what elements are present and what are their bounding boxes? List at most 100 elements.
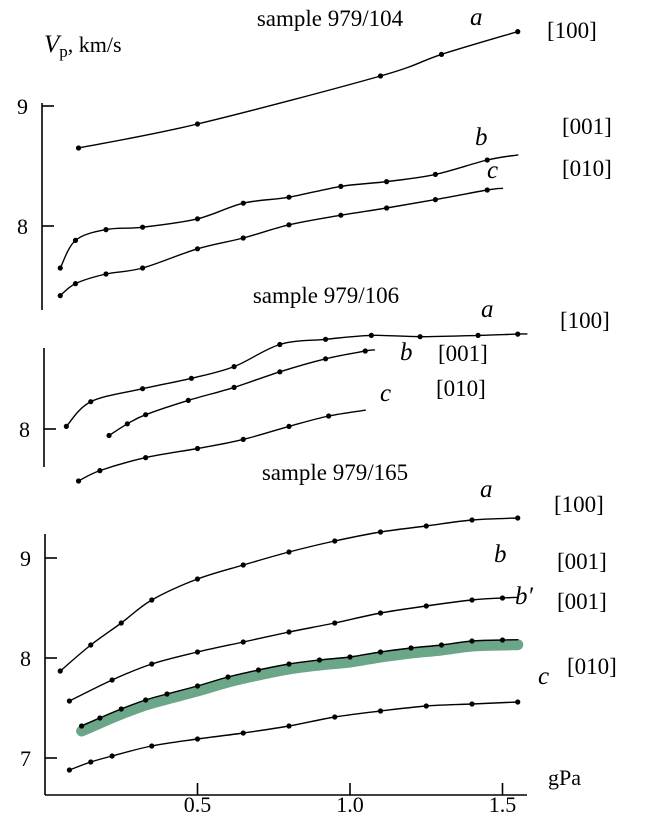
series-2-1: a [100] — [63, 296, 610, 429]
data-point — [286, 629, 292, 635]
series-2-2: b [001] — [106, 339, 488, 439]
data-point — [240, 436, 246, 442]
data-point — [57, 265, 63, 271]
y-tick-label: 9 — [17, 94, 28, 119]
data-point — [109, 677, 115, 683]
data-point — [499, 637, 506, 643]
crystal-direction-label: [001] — [557, 589, 607, 614]
data-point — [362, 348, 368, 354]
data-point — [240, 639, 246, 645]
data-point — [423, 603, 429, 609]
data-point — [255, 667, 262, 673]
data-point — [484, 157, 490, 163]
y-tick-label: 8 — [19, 417, 30, 442]
y-axis-label-symbol: V — [44, 31, 62, 58]
series-name-label: a — [470, 4, 483, 31]
data-point — [97, 468, 103, 474]
data-point — [286, 423, 292, 429]
x-axis-label: gPa — [548, 765, 581, 790]
series-3-4: c [010] — [66, 654, 617, 773]
data-point — [286, 723, 292, 729]
crystal-direction-label: [001] — [557, 549, 607, 574]
data-point — [377, 649, 384, 655]
y-axis-label-unit: , km/s — [68, 32, 122, 57]
data-point — [103, 227, 109, 233]
series-name-label: b — [494, 541, 507, 568]
data-point — [347, 654, 353, 660]
data-point — [323, 356, 329, 362]
data-point — [109, 753, 115, 759]
data-point — [143, 697, 149, 703]
series-line — [77, 409, 366, 482]
data-point — [423, 523, 429, 529]
data-point — [97, 715, 103, 721]
data-point — [194, 683, 201, 689]
panel-1: sample 979/104 Vp, km/s 8 9 a [100] b [001] c [01… — [17, 4, 612, 310]
y-tick-label: 7 — [20, 746, 31, 771]
series-3-3: b′ [001] — [76, 583, 607, 737]
series-name-label: b′ — [515, 583, 534, 610]
data-point — [63, 423, 69, 429]
data-point — [88, 759, 94, 765]
data-point — [499, 595, 506, 601]
data-point — [240, 235, 246, 241]
series-name-label: c — [538, 663, 549, 690]
x-tick-label: 1.0 — [336, 792, 364, 817]
data-point — [231, 384, 237, 390]
data-point — [194, 246, 201, 252]
data-point — [75, 478, 82, 484]
panel-title: sample 979/165 — [262, 460, 408, 485]
data-point — [377, 708, 384, 714]
crystal-direction-label: [010] — [562, 156, 612, 181]
crystal-direction-label: [010] — [436, 376, 486, 401]
crystal-direction-label: [100] — [560, 308, 610, 333]
data-point — [103, 271, 109, 277]
data-point — [423, 703, 429, 709]
data-point — [143, 455, 149, 461]
series-2-3: c [010] — [75, 376, 486, 484]
crystal-direction-label: [100] — [547, 18, 597, 43]
data-point — [143, 412, 149, 418]
data-point — [377, 73, 384, 79]
y-axis-label: Vp, km/s — [44, 31, 122, 61]
data-point — [377, 610, 384, 616]
series-name-label: c — [380, 380, 391, 407]
series-line — [59, 187, 504, 297]
data-point — [194, 445, 201, 452]
data-point — [140, 224, 146, 230]
data-point — [515, 515, 521, 521]
data-point — [149, 743, 155, 749]
series-1-1: a [100] — [75, 4, 597, 151]
x-tick-label: 0.5 — [184, 792, 212, 817]
data-point — [185, 397, 191, 403]
data-point — [332, 714, 338, 720]
y-tick-label: 8 — [20, 646, 31, 671]
series-name-label: a — [480, 476, 493, 503]
data-point — [106, 432, 112, 439]
data-point — [475, 332, 481, 338]
data-point — [326, 413, 332, 419]
data-point — [368, 332, 374, 338]
data-point — [384, 179, 390, 185]
series-line — [68, 596, 519, 702]
data-point — [118, 706, 124, 712]
data-point — [438, 51, 445, 58]
data-point — [515, 699, 521, 705]
data-point — [469, 597, 475, 603]
data-point — [332, 620, 338, 626]
data-point — [332, 538, 338, 544]
data-point — [194, 216, 201, 222]
data-point — [515, 29, 521, 35]
data-point — [286, 549, 292, 555]
data-point — [469, 638, 475, 644]
data-point — [240, 730, 246, 736]
data-point — [57, 668, 63, 674]
data-point — [149, 661, 155, 667]
data-point — [194, 736, 201, 742]
data-point — [240, 200, 246, 206]
panel-title: sample 979/104 — [257, 6, 404, 31]
panel-2: sample 979/106 8 a [100] b [001] c [010] — [19, 283, 610, 484]
data-point — [118, 620, 124, 626]
data-point — [515, 331, 521, 337]
